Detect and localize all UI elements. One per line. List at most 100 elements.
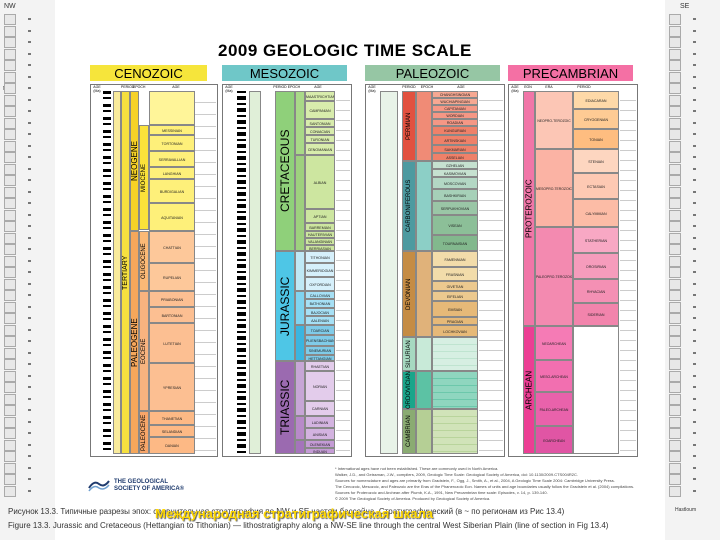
strip-tick [28, 87, 31, 89]
period-label: JURASSIC [278, 276, 292, 336]
strip-tick [28, 317, 31, 319]
footnote-1: * International ages have not been estab… [335, 466, 499, 471]
strip-tick [28, 328, 31, 331]
strip-tick [28, 64, 31, 66]
strip-cell [669, 71, 681, 83]
age-eifelian: EIFELIAN [432, 291, 478, 301]
period-orosirian: OROSIRIAN [573, 253, 619, 279]
age-oxfordian: OXFORDIAN [305, 277, 335, 291]
strip-cell [669, 324, 681, 336]
strip-tick [28, 282, 31, 285]
age-hauterivian: HAUTERIVIAN [305, 231, 335, 238]
era-paleoarchean: PALEO-ARCHEAN [535, 392, 573, 426]
strip-cell [4, 209, 16, 221]
period-label: CARBONIFEROUS [406, 179, 412, 233]
age-wuchiapingian: WUCHIAPINGIAN [432, 98, 478, 105]
strip-tick [693, 282, 696, 285]
age-tithonian: TITHONIAN [305, 251, 335, 263]
strip-cell [4, 244, 16, 255]
age-wordian: WORDIAN [432, 112, 478, 119]
age-famennian: FAMENNIAN [432, 251, 478, 267]
strip-cell [4, 301, 16, 313]
strip-cell [4, 336, 16, 347]
age-kimmeridgian: KIMMERIDGIAN [305, 263, 335, 277]
strip-tick [693, 75, 696, 78]
period-silurian: SILURIAN [402, 337, 416, 371]
strip-cell [4, 106, 16, 117]
chron-column [249, 91, 261, 454]
strip-tick [693, 386, 696, 388]
strip-cell [4, 324, 16, 336]
strip-cell [669, 485, 681, 497]
col-header-age-ma: AGE (Ma) [225, 85, 233, 93]
strip-tick [28, 213, 31, 216]
col-header-age: AGE [314, 85, 322, 89]
age-givetian: GIVETIAN [432, 281, 478, 291]
era-header-precambrian: PRECAMBRIAN [508, 65, 633, 81]
era-mesoproterozoic: MESOPRO-TEROZOIC [535, 149, 573, 227]
age-aptian: APTIAN [305, 209, 335, 223]
age-cenomanian: CENOMANIAN [305, 143, 335, 155]
strip-tick [28, 455, 31, 457]
strip-cell [4, 14, 16, 25]
strip-cell [4, 313, 16, 324]
strip-cell [669, 14, 681, 25]
strip-tick [28, 144, 31, 147]
paleozoic-panel: AGE (Ma) PERIOD EPOCH AGE PERMIAN CARBON… [365, 84, 505, 457]
age-norian: NORIAN [305, 371, 335, 401]
strip-cell [669, 94, 681, 106]
strip-tick [693, 41, 696, 43]
strip-cell [4, 405, 16, 416]
polarity-column [237, 91, 246, 454]
era-paleoproterozoic: PALEOPRO-TEROZOIC [535, 227, 573, 326]
strip-tick [28, 236, 31, 239]
age-gzhelian: GZHELIAN [432, 161, 478, 169]
age-albian: ALBIAN [305, 155, 335, 209]
age-danian: DANIAN [149, 437, 195, 454]
period-siderian: SIDERIAN [573, 303, 619, 326]
age-induan: INDUAN [305, 448, 335, 454]
age-ticks-column [620, 91, 636, 454]
age-serravallian: SERRAVALLIAN [149, 151, 195, 167]
strip-tick [693, 133, 696, 135]
strip-tick [693, 420, 696, 423]
age-frasnian: FRASNIAN [432, 267, 478, 281]
strip-cell [669, 25, 681, 37]
strip-tick [693, 397, 696, 400]
col-header-age-ma: AGE (Ma) [93, 85, 101, 93]
strip-tick [28, 478, 31, 480]
strip-tick [693, 98, 696, 101]
strip-cell [669, 163, 681, 175]
epoch-early-cretaceous [295, 155, 305, 251]
strip-tick [693, 64, 696, 66]
strip-cell [4, 428, 16, 439]
strip-tick [693, 294, 696, 296]
period-rhyacian: RHYACIAN [573, 279, 619, 303]
strip-cell [4, 232, 16, 244]
strip-tick [693, 87, 696, 89]
epoch-eocene: EOCENE [139, 291, 149, 411]
strip-cell [669, 405, 681, 416]
strip-cell [669, 462, 681, 474]
age-selandian: SELANDIAN [149, 425, 195, 437]
period-ectasian: ECTASIAN [573, 173, 619, 199]
strip-tick [693, 121, 696, 124]
age-bathonian: BATHONIAN [305, 299, 335, 308]
epoch-paleocene: PALEOCENE [139, 411, 149, 454]
strip-tick [28, 225, 31, 227]
strip-tick [693, 432, 696, 434]
strip-tick [28, 386, 31, 388]
period-cambrian: CAMBRIAN [402, 409, 416, 454]
strip-cell [4, 83, 16, 94]
strip-cell [669, 336, 681, 347]
strip-cell [669, 347, 681, 359]
strip-cell [4, 221, 16, 232]
col-header-epoch: EPOCH [133, 85, 146, 89]
chron-column [113, 91, 121, 454]
era-label: MESOZOIC [249, 65, 320, 81]
period-label: NEOGENE [130, 141, 139, 182]
age-pragian: PRAGIAN [432, 317, 478, 325]
age-kasimovian: KASIMOVIAN [432, 169, 478, 177]
age-kungurian: KUNGURIAN [432, 126, 478, 135]
strip-tick [693, 236, 696, 239]
